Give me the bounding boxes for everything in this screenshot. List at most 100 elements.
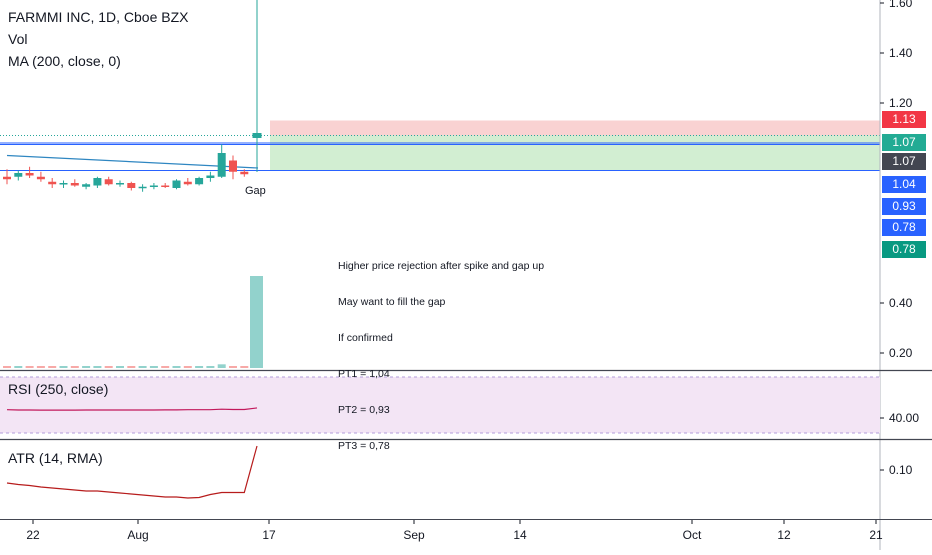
note-line: Higher price rejection after spike and g…: [338, 260, 545, 272]
candle-body: [104, 179, 113, 185]
price-tag: 1.13: [882, 111, 926, 128]
y-tick-label: 1.40: [889, 46, 913, 60]
stop-loss-zone: [270, 120, 880, 136]
rsi-line: [6, 407, 258, 411]
note-line: May want to fill the gap: [338, 296, 446, 308]
volume-bar: [93, 366, 102, 368]
gap-label: Gap: [245, 185, 266, 197]
profit-target-zone: [270, 135, 880, 171]
volume-bar: [138, 366, 147, 368]
candle: [229, 155, 237, 180]
candle: [82, 183, 91, 190]
candle-body: [93, 178, 102, 186]
note-line: PT1 = 1,04: [338, 368, 390, 380]
candle-body: [183, 181, 192, 185]
candle-body: [25, 173, 34, 176]
candle-body: [48, 181, 57, 185]
candle: [172, 179, 181, 190]
y-tick-label: 1.60: [889, 0, 913, 10]
candle: [161, 183, 170, 188]
candle: [138, 184, 147, 192]
candle-body: [127, 183, 136, 188]
candle-body: [149, 185, 158, 187]
candle: [206, 171, 215, 182]
volume-bar: [240, 366, 249, 368]
y-tick-label: 0.10: [889, 463, 913, 477]
candle: [183, 178, 192, 186]
candle: [36, 171, 45, 182]
candle: [195, 176, 204, 186]
candle: [149, 183, 158, 190]
x-tick-label: 17: [262, 528, 276, 542]
x-tick-label: 14: [513, 528, 527, 542]
candle-body: [82, 184, 91, 187]
volume-bar: [14, 366, 23, 368]
candle: [240, 169, 249, 177]
candle-body: [70, 183, 79, 186]
price-tag: 1.07: [882, 153, 926, 170]
volume-bar: [82, 366, 91, 368]
candle: [127, 181, 136, 191]
volume-bar: [70, 366, 79, 368]
price-tag: 0.78: [882, 219, 926, 236]
chart-title: FARMMI INC, 1D, Cboe BZX: [8, 9, 189, 25]
volume-bar: [3, 366, 11, 368]
candle-body: [3, 176, 11, 180]
x-tick-label: 22: [26, 528, 40, 542]
analysis-note: Higher price rejection after spike and g…: [338, 236, 544, 476]
rsi-band: [0, 377, 880, 433]
ma-200-line: [6, 154, 259, 169]
volume-bar: [206, 366, 215, 368]
candle: [93, 176, 102, 188]
price-tag: 1.04: [882, 176, 926, 193]
volume-bar: [48, 366, 57, 368]
volume-bar: [59, 366, 68, 368]
y-tick-label: 0.40: [889, 296, 913, 310]
volume-bar: [217, 364, 226, 368]
volume-bar: [183, 366, 192, 368]
x-tick-label: Oct: [683, 528, 702, 542]
volume-bar: [116, 366, 124, 368]
x-tick-label: Sep: [403, 528, 425, 542]
y-tick-label: 1.20: [889, 96, 913, 110]
candle-body: [195, 178, 204, 185]
candle: [59, 180, 68, 188]
candle-body: [161, 185, 170, 187]
volume-bar: [127, 366, 136, 368]
candle: [3, 169, 11, 185]
candle-body: [229, 160, 237, 172]
volume-bar: [172, 366, 181, 368]
price-tag: 0.78: [882, 241, 926, 258]
candle-body: [14, 173, 23, 177]
atr-line: [6, 445, 258, 499]
note-line: PT3 = 0,78: [338, 440, 390, 452]
price-tag: 0.93: [882, 198, 926, 215]
candle-body: [206, 175, 215, 178]
atr-label: ATR (14, RMA): [8, 450, 103, 466]
volume-bar: [229, 366, 237, 368]
volume-bar: [36, 366, 45, 368]
y-tick-label: 40.00: [889, 411, 919, 425]
candle-body: [59, 183, 68, 185]
volume-bar: [25, 366, 34, 368]
ma-label: MA (200, close, 0): [8, 53, 121, 69]
candle: [70, 179, 79, 187]
volume-bar: [149, 366, 158, 368]
candle: [14, 170, 23, 181]
candle: [217, 144, 226, 178]
x-tick-label: 21: [869, 528, 883, 542]
candle: [104, 176, 113, 186]
vol-label: Vol: [8, 31, 28, 47]
candle-body: [217, 153, 226, 177]
candle: [252, 133, 262, 138]
candle-body: [252, 133, 262, 138]
y-tick-label: 0.20: [889, 346, 913, 360]
candle: [48, 178, 57, 188]
candle-body: [36, 176, 45, 180]
candle-body: [138, 186, 147, 189]
note-line: PT2 = 0,93: [338, 404, 390, 416]
note-line: If confirmed: [338, 332, 393, 344]
candle-body: [172, 180, 181, 188]
